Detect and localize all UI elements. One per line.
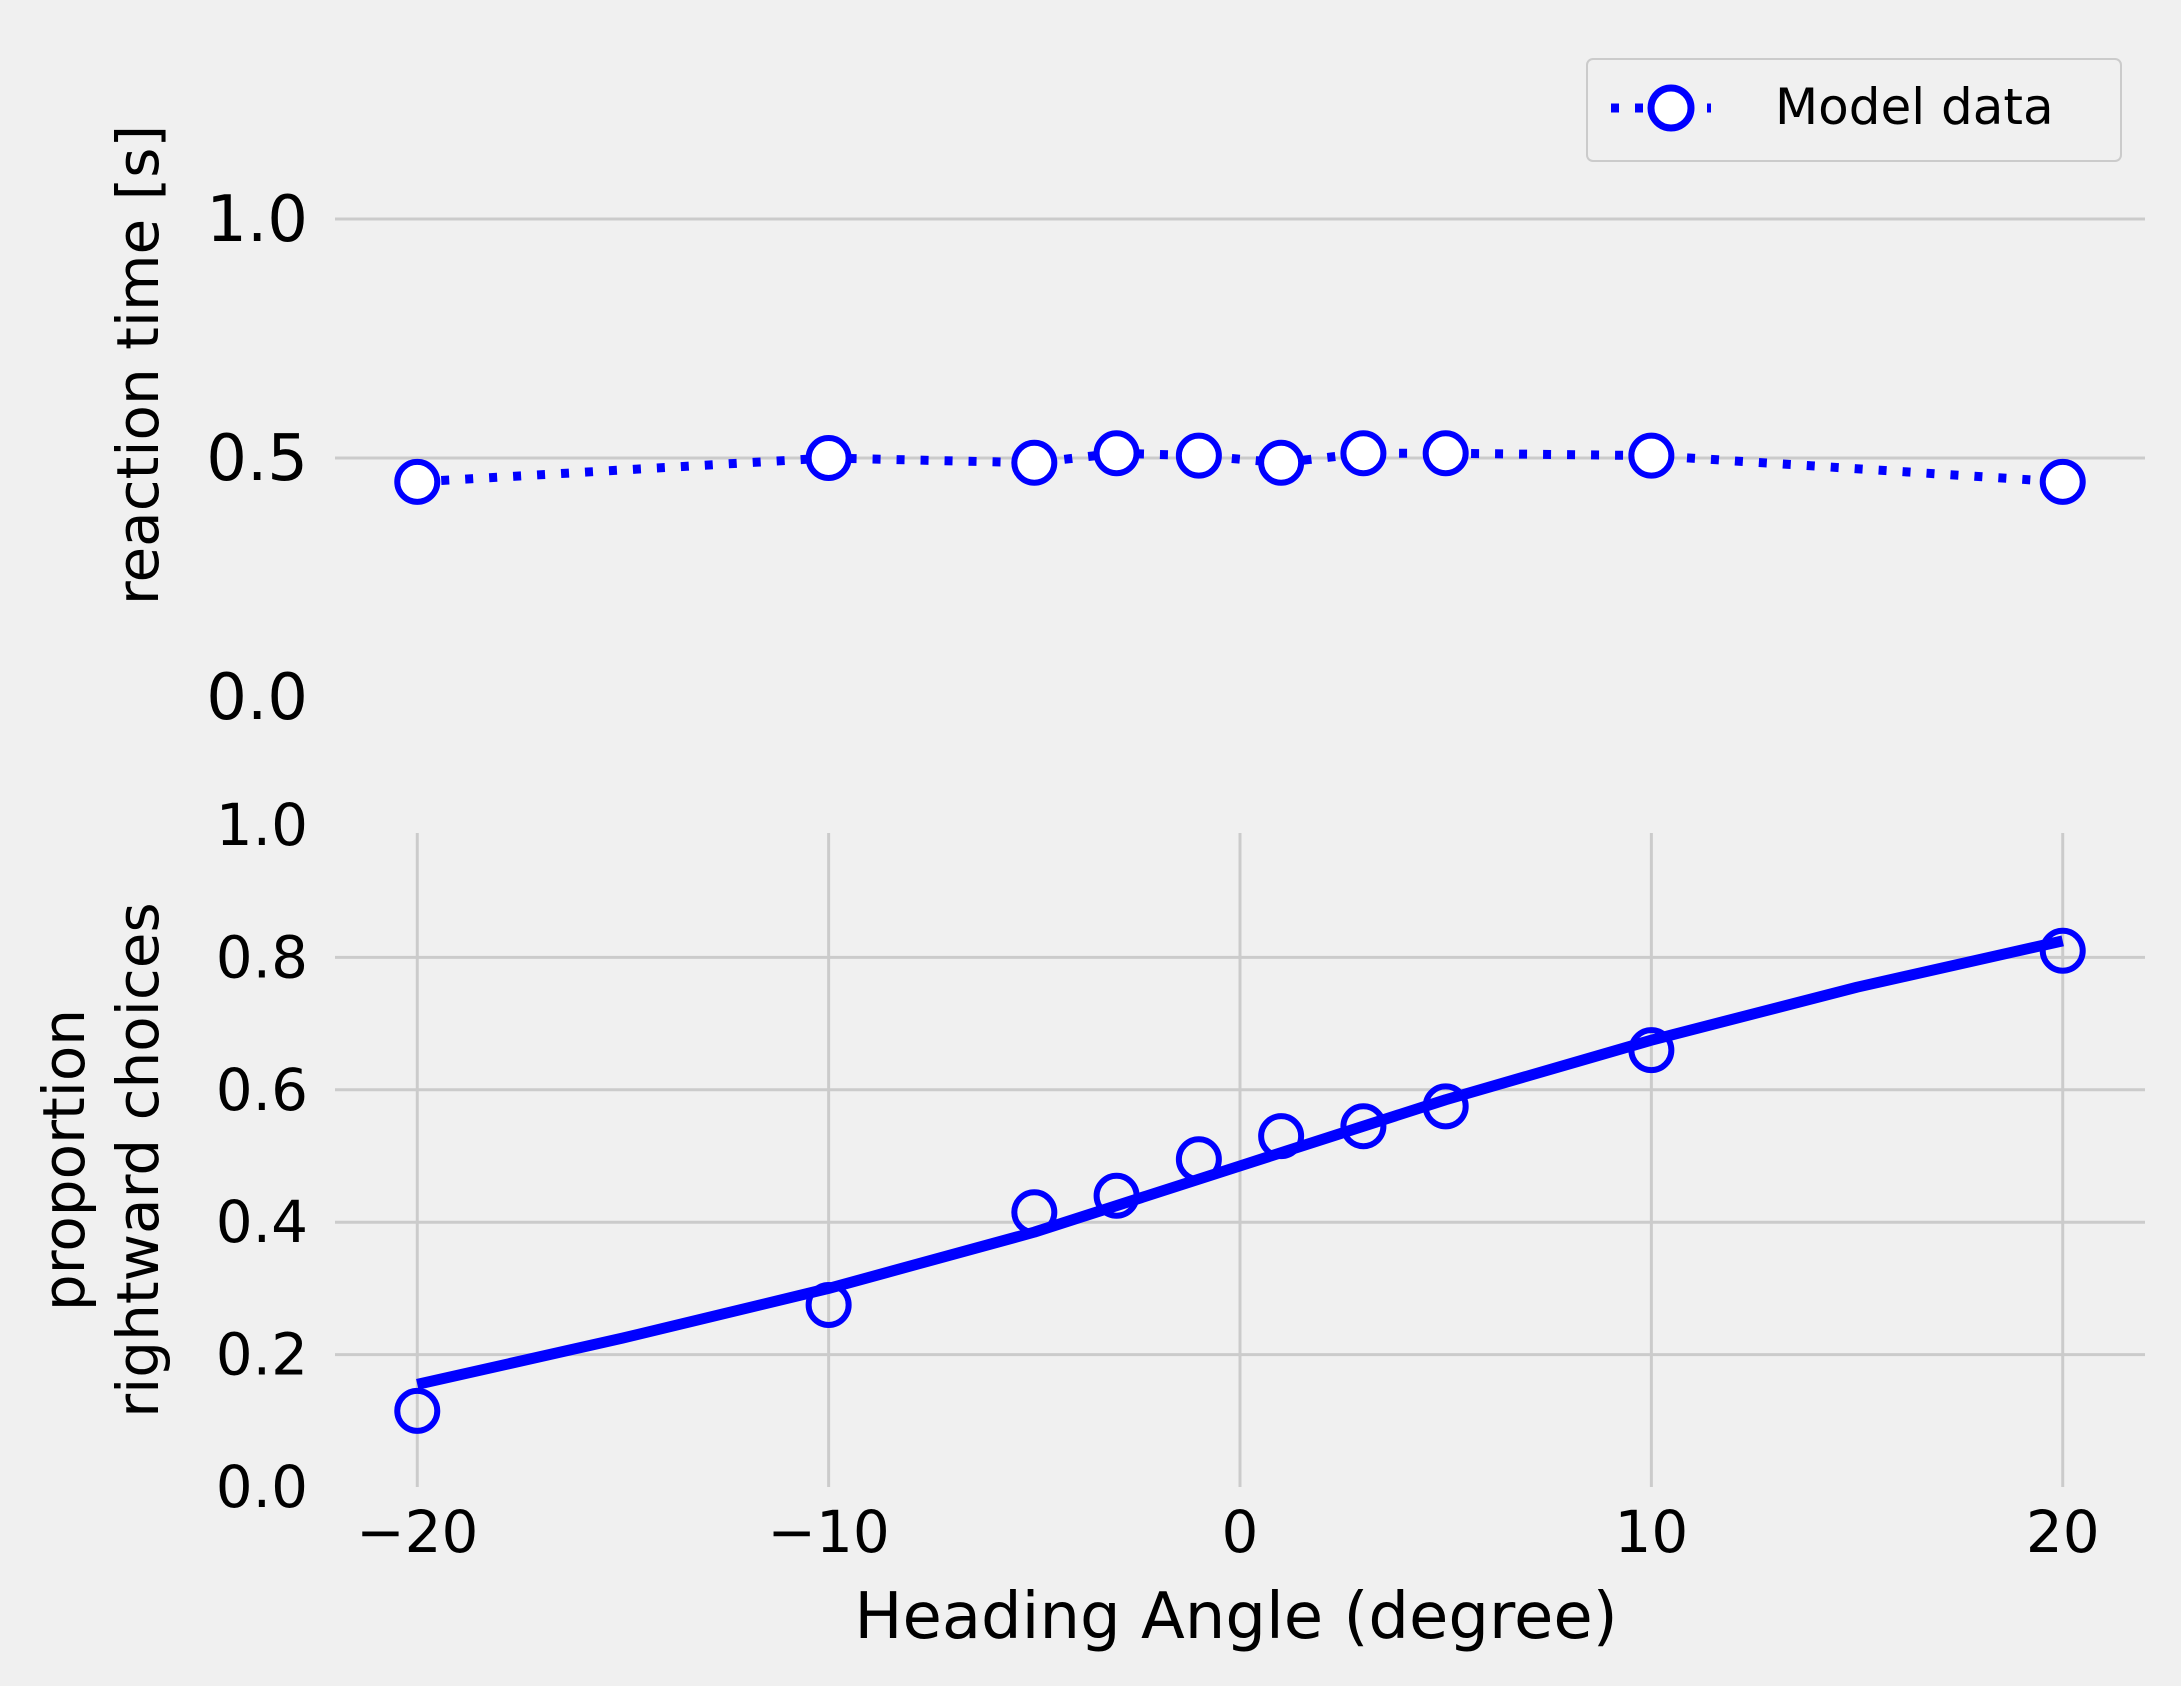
x-tick-label: −20 <box>356 1498 478 1566</box>
reaction-time-panel: 0.0 0.5 1.0 reaction time [s] Model data <box>104 58 2145 735</box>
model-data-point <box>805 435 852 481</box>
top-y-tick-label: 1.0 <box>206 183 308 257</box>
choice-data-point <box>1258 1113 1305 1160</box>
x-tick-label: 0 <box>1222 1498 1259 1566</box>
bottom-y-axis-label-line2: rightward choices <box>104 902 172 1417</box>
bottom-gridlines <box>335 833 2145 1487</box>
rightward-choices-panel: 0.0 0.2 0.4 0.6 0.8 1.0 −20 −10 0 10 20 proportio… <box>30 791 2145 1654</box>
legend-box <box>1586 58 2122 162</box>
model-data-point <box>1175 432 1222 479</box>
bottom-y-tick-label: 0.2 <box>216 1321 308 1389</box>
choice-data-point <box>1340 1103 1387 1150</box>
top-y-tick-labels: 0.0 0.5 1.0 <box>206 183 308 735</box>
model-data-point <box>1258 439 1305 486</box>
bottom-y-tick-label: 0.4 <box>216 1188 308 1256</box>
choice-data-point <box>1628 1027 1675 1074</box>
fitted-curve <box>416 935 2064 1390</box>
bottom-y-tick-label: 0.8 <box>216 923 308 991</box>
model-data-point <box>1340 430 1387 477</box>
top-y-axis-label: reaction time [s] <box>104 125 172 605</box>
legend: Model data <box>1586 58 2122 162</box>
model-data-point <box>1093 430 1140 477</box>
model-data-point <box>2039 458 2086 505</box>
choice-data-point <box>1422 1083 1469 1130</box>
model-data-point <box>1011 439 1058 486</box>
bottom-series-layer <box>394 927 2086 1434</box>
model-data-line <box>417 448 2064 487</box>
choice-data-point <box>394 1387 441 1434</box>
x-axis-label: Heading Angle (degree) <box>854 1580 1617 1654</box>
legend-entry-label: Model data <box>1775 78 2054 136</box>
bottom-y-tick-labels: 0.0 0.2 0.4 0.6 0.8 1.0 <box>216 791 308 1521</box>
bottom-y-tick-label: 0.6 <box>216 1056 308 1124</box>
bottom-y-axis-label-line1: proportion <box>30 1009 98 1311</box>
x-tick-label: −10 <box>767 1498 889 1566</box>
model-data-point <box>1628 432 1675 479</box>
top-y-tick-label: 0.5 <box>206 422 308 496</box>
choice-data-point <box>805 1281 852 1328</box>
choice-data-point <box>2039 927 2086 974</box>
bottom-y-tick-label: 1.0 <box>216 791 308 859</box>
top-gridlines <box>335 217 2145 460</box>
choice-data-point <box>1175 1136 1222 1183</box>
bottom-y-tick-label: 0.0 <box>216 1453 308 1521</box>
model-data-point <box>1422 430 1469 477</box>
top-series-layer <box>394 430 2086 505</box>
choice-data-point <box>1011 1189 1058 1236</box>
bottom-x-tick-labels: −20 −10 0 10 20 <box>356 1498 2100 1566</box>
x-tick-label: 10 <box>1614 1498 1688 1566</box>
legend-marker-sample <box>1647 84 1695 132</box>
model-data-point <box>394 458 441 505</box>
top-y-tick-label: 0.0 <box>206 661 308 735</box>
x-tick-label: 20 <box>2026 1498 2100 1566</box>
choice-data-point <box>1093 1172 1140 1219</box>
